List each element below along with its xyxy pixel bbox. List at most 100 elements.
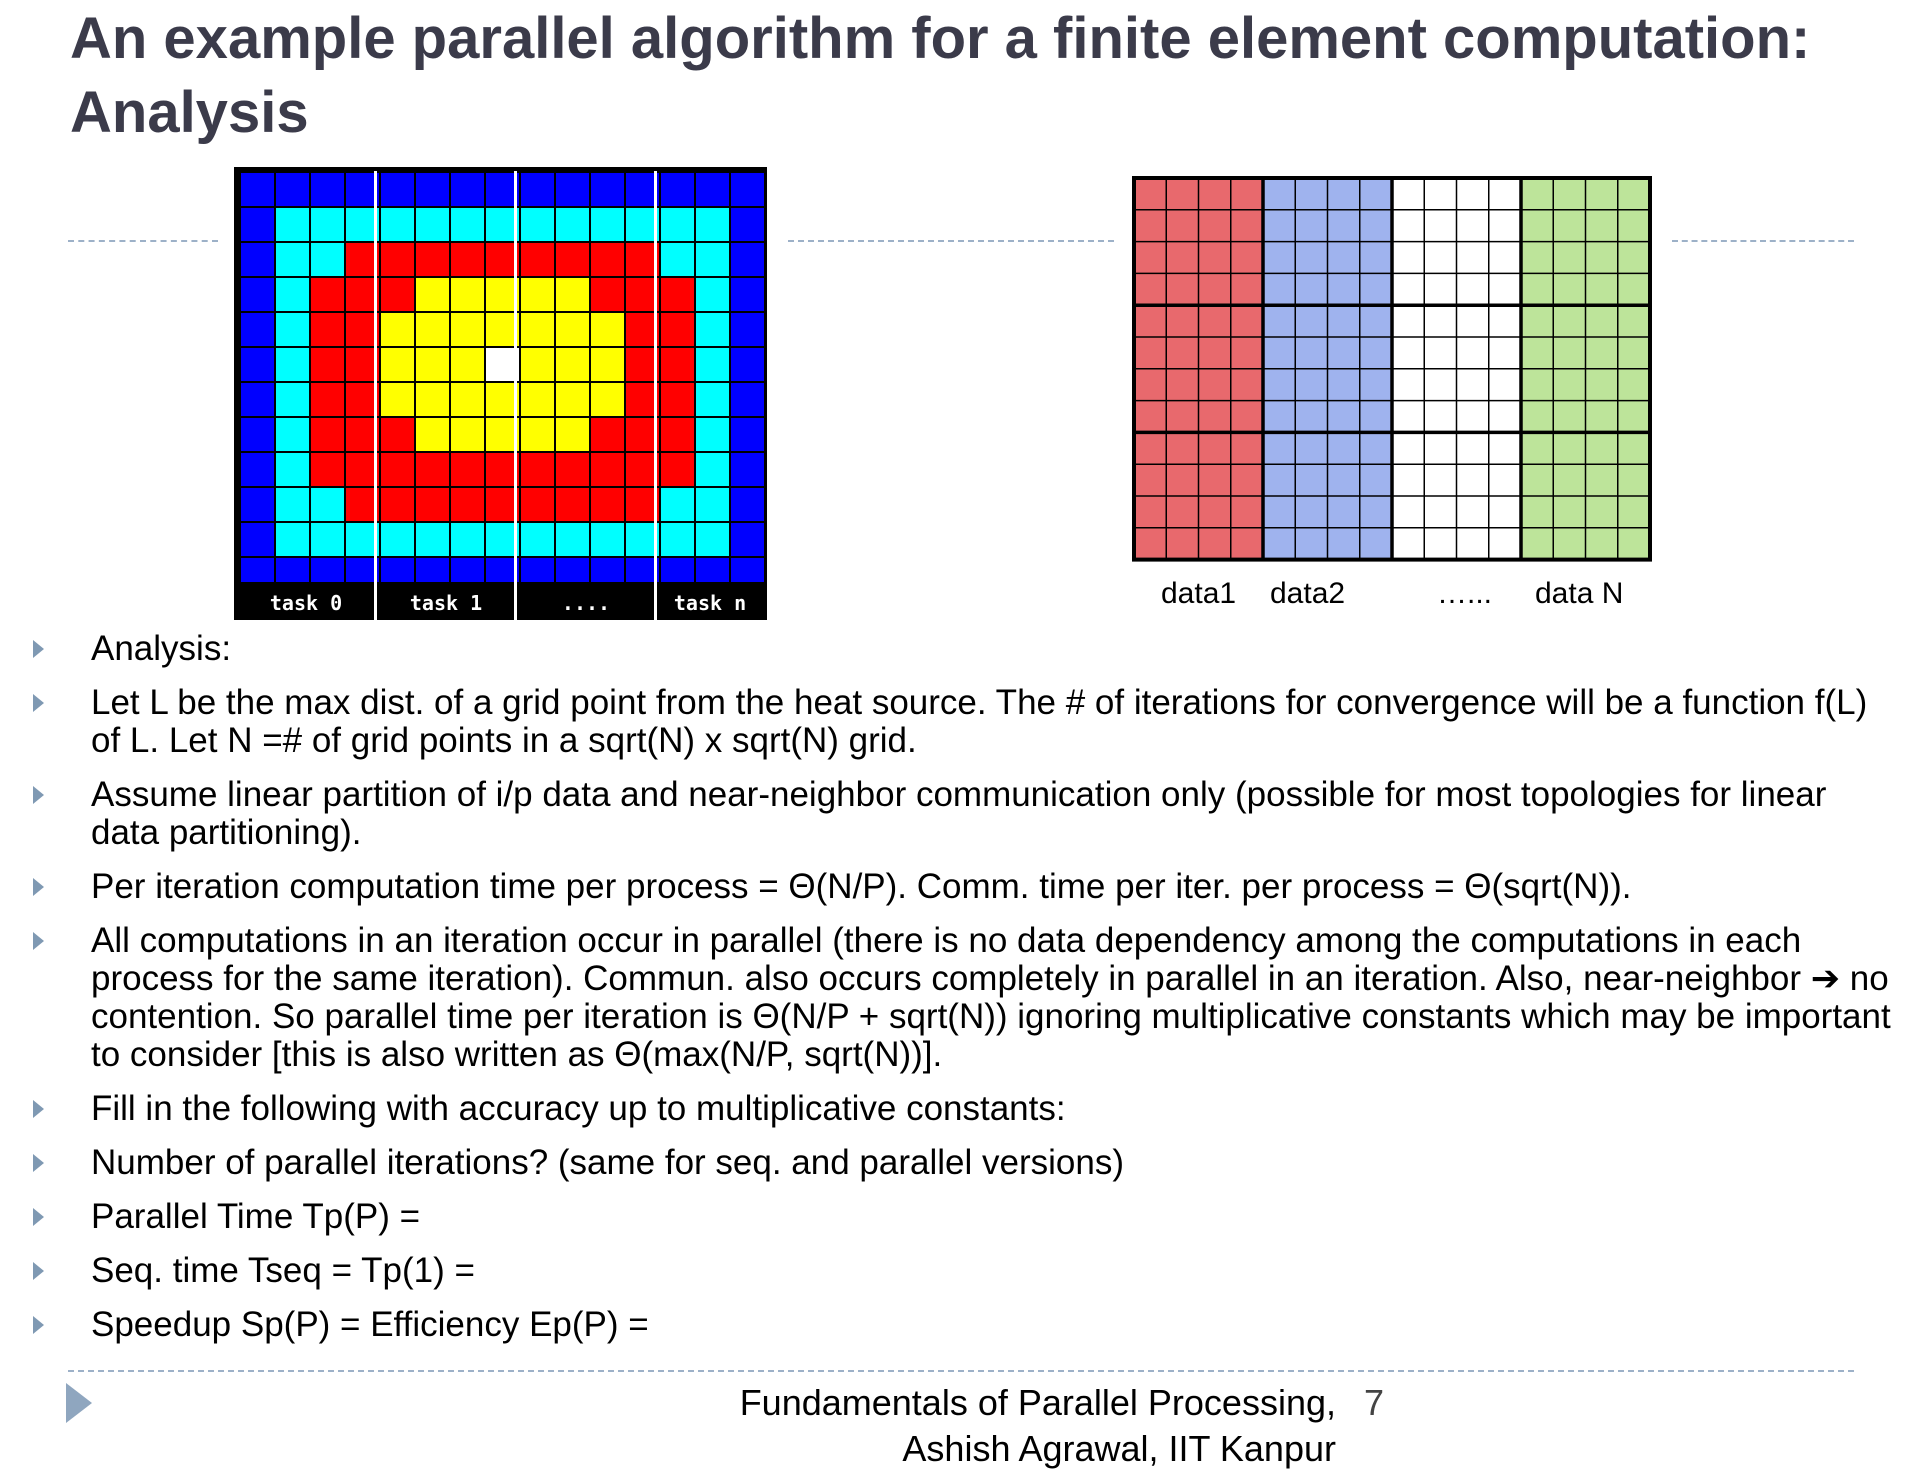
grid-cell-cyan — [659, 206, 696, 243]
grid-cell-yellow — [414, 276, 451, 313]
grid-cell-cyan — [659, 521, 696, 558]
slide-title-line-1: An example parallel algorithm for a fini… — [70, 6, 1811, 71]
grid-cell-cyan — [554, 206, 591, 243]
bottom-rule — [68, 1370, 1854, 1372]
grid-cell-blue — [659, 171, 696, 208]
footer-line-2: Ashish Agrawal, IIT Kanpur — [902, 1428, 1336, 1469]
grid-cell-blue — [239, 276, 276, 313]
grid-cell-blue — [729, 171, 766, 208]
grid-cell-blue — [239, 416, 276, 453]
grid-cell-yellow — [379, 346, 416, 383]
slide-title: An example parallel algorithm for a fini… — [70, 2, 1890, 150]
grid-cell-blue — [729, 451, 766, 488]
grid-cell-cyan — [659, 486, 696, 523]
grid-cell-blue — [729, 276, 766, 313]
bullet-item: Parallel Time Tp(P) = — [0, 1198, 1922, 1236]
top-rule-left — [68, 240, 218, 242]
bullet-text: All computations in an iteration occur i… — [91, 921, 1891, 1074]
grid-cell-red — [309, 451, 346, 488]
bullet-item: Per iteration computation time per proce… — [0, 868, 1922, 906]
bullet-item: Assume linear partition of i/p data and … — [0, 776, 1922, 852]
grid-cell-red — [449, 451, 486, 488]
grid-cell-red — [309, 311, 346, 348]
grid-cell-blue — [694, 171, 731, 208]
grid-cell-red — [659, 276, 696, 313]
grid-cell-red — [589, 241, 626, 278]
grid-cell-cyan — [274, 241, 311, 278]
grid-cell-yellow — [414, 346, 451, 383]
grid-cell-red — [449, 486, 486, 523]
grid-cell-yellow — [379, 381, 416, 418]
grid-cell-cyan — [694, 206, 731, 243]
grid-cell-cyan — [694, 451, 731, 488]
grid-cell-red — [379, 451, 416, 488]
task-label: task n — [674, 591, 746, 615]
bullet-text: Seq. time Tseq = Tp(1) = — [91, 1251, 475, 1290]
bullet-arrow-icon — [33, 1316, 44, 1334]
grid-cell-blue — [239, 241, 276, 278]
bullet-item: Speedup Sp(P) = Efficiency Ep(P) = — [0, 1306, 1922, 1344]
grid-cell-red — [659, 311, 696, 348]
grid-cell-red — [589, 451, 626, 488]
bullet-arrow-icon — [33, 1100, 44, 1118]
footer-arrow-icon — [66, 1383, 92, 1423]
grid-cell-cyan — [694, 241, 731, 278]
partition-label-data2: data2 — [1270, 577, 1346, 610]
grid-cell-cyan — [379, 521, 416, 558]
grid-cell-cyan — [589, 206, 626, 243]
bullet-item: Analysis: — [0, 630, 1922, 668]
grid-cell-blue — [729, 206, 766, 243]
grid-cell-yellow — [519, 311, 556, 348]
task-label: .... — [562, 591, 610, 615]
task-label: task 1 — [410, 591, 482, 615]
grid-cell-red — [414, 451, 451, 488]
grid-cell-blue — [729, 521, 766, 558]
grid-cell-cyan — [309, 486, 346, 523]
grid-cell-blue — [309, 171, 346, 208]
grid-cell-cyan — [379, 206, 416, 243]
grid-cell-red — [659, 416, 696, 453]
page-number: 7 — [1364, 1382, 1385, 1423]
grid-cell-cyan — [519, 206, 556, 243]
grid-cell-yellow — [414, 381, 451, 418]
bullet-arrow-icon — [33, 932, 44, 950]
grid-cell-yellow — [449, 346, 486, 383]
grid-cell-yellow — [449, 381, 486, 418]
task-divider — [374, 167, 377, 620]
grid-cell-cyan — [519, 521, 556, 558]
grid-cell-red — [519, 241, 556, 278]
grid-cell-blue — [729, 381, 766, 418]
grid-cell-blue — [589, 171, 626, 208]
grid-cell-yellow — [414, 311, 451, 348]
grid-cell-red — [659, 451, 696, 488]
grid-cell-cyan — [274, 381, 311, 418]
slide-title-line-2: Analysis — [70, 80, 309, 145]
grid-cell-blue — [729, 241, 766, 278]
grid-cell-yellow — [554, 311, 591, 348]
grid-cell-blue — [239, 346, 276, 383]
bullet-arrow-icon — [33, 694, 44, 712]
grid-cell-yellow — [554, 346, 591, 383]
grid-cell-cyan — [659, 241, 696, 278]
grid-cell-cyan — [274, 206, 311, 243]
grid-cell-yellow — [554, 416, 591, 453]
grid-cell-cyan — [694, 346, 731, 383]
grid-cell-cyan — [414, 206, 451, 243]
grid-cell-cyan — [694, 381, 731, 418]
grid-cell-blue — [239, 521, 276, 558]
grid-cell-blue — [729, 416, 766, 453]
grid-cell-cyan — [274, 521, 311, 558]
partition-label-data1: data1 — [1161, 577, 1237, 610]
grid-cell-red — [379, 241, 416, 278]
task-divider — [514, 167, 517, 620]
analysis-bullet-list: Analysis: Let L be the max dist. of a gr… — [0, 630, 1922, 1360]
grid-cell-blue — [519, 171, 556, 208]
bullet-text: Number of parallel iterations? (same for… — [91, 1143, 1124, 1182]
grid-cell-yellow — [519, 276, 556, 313]
footer-credit: Fundamentals of Parallel Processing, Ash… — [640, 1380, 1336, 1472]
grid-cell-yellow — [414, 416, 451, 453]
grid-cell-blue — [554, 171, 591, 208]
grid-cell-cyan — [274, 486, 311, 523]
grid-cell-blue — [239, 311, 276, 348]
bullet-text: Analysis: — [91, 629, 232, 668]
